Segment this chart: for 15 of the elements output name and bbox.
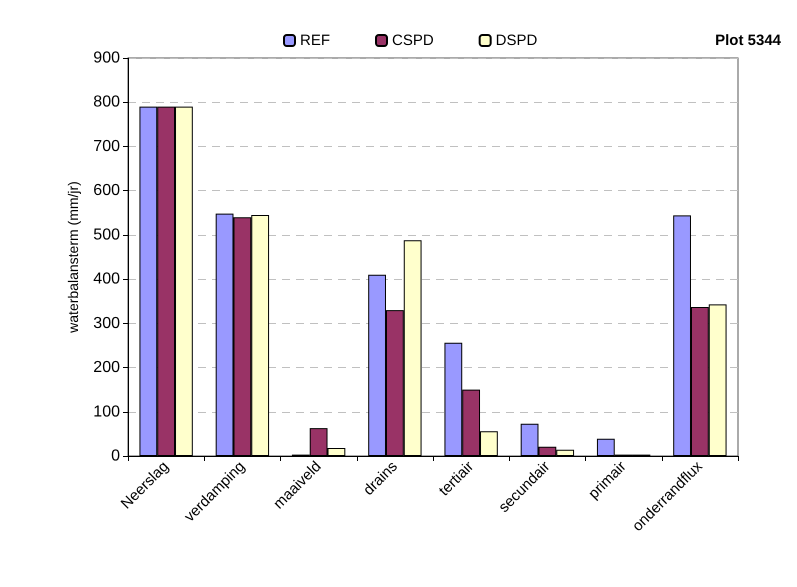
y-tick-label: 0 (111, 448, 120, 464)
y-tick-label: 400 (93, 270, 120, 288)
legend-label: REF (300, 32, 330, 49)
legend-label: CSPD (392, 32, 434, 49)
y-tick-label: 200 (93, 359, 120, 376)
y-tick-label: 800 (93, 94, 120, 111)
y-tick-label: 600 (93, 182, 120, 200)
legend-label: DSPD (496, 32, 538, 49)
y-tick-label: 500 (93, 226, 120, 244)
y-axis-title: waterbalansterm (mm/jr) (65, 181, 81, 334)
chart-title: Plot 5344 (715, 32, 782, 49)
y-tick-label: 100 (93, 403, 120, 420)
y-tick-label: 300 (93, 314, 120, 332)
y-tick-label: 700 (93, 138, 120, 155)
y-tick-label: 900 (93, 50, 120, 66)
